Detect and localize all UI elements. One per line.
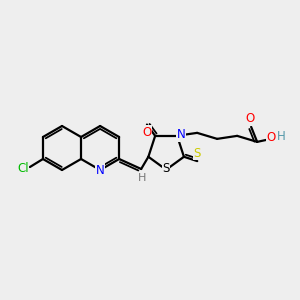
Text: S: S [194, 147, 201, 160]
Text: O: O [142, 126, 152, 139]
Text: Cl: Cl [17, 161, 29, 175]
Text: N: N [96, 164, 104, 176]
Text: H: H [275, 131, 284, 144]
Text: H: H [138, 173, 146, 183]
Text: O: O [245, 112, 255, 125]
Text: O: O [266, 131, 276, 144]
Text: N: N [177, 128, 185, 141]
Text: S: S [163, 162, 170, 175]
Text: H: H [277, 130, 286, 143]
